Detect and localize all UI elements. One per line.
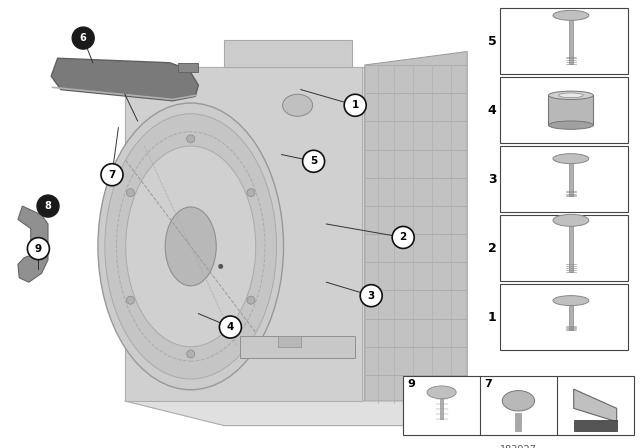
Text: 2: 2 <box>488 241 497 255</box>
Text: 5: 5 <box>488 34 497 48</box>
Circle shape <box>218 264 223 269</box>
Text: 7: 7 <box>484 379 492 389</box>
Text: 1: 1 <box>488 310 497 324</box>
Polygon shape <box>178 63 198 72</box>
Circle shape <box>247 189 255 197</box>
Text: 183927: 183927 <box>500 444 537 448</box>
Ellipse shape <box>548 121 593 129</box>
Bar <box>440 392 443 418</box>
Circle shape <box>127 296 134 304</box>
Circle shape <box>28 237 49 260</box>
Circle shape <box>220 316 241 338</box>
Circle shape <box>247 296 255 304</box>
Circle shape <box>392 226 414 249</box>
Circle shape <box>187 350 195 358</box>
Circle shape <box>187 135 195 143</box>
Ellipse shape <box>548 91 593 99</box>
Bar <box>500 146 628 212</box>
Polygon shape <box>125 401 467 426</box>
Text: 5: 5 <box>310 156 317 166</box>
Ellipse shape <box>553 296 589 306</box>
Text: 9: 9 <box>407 379 415 389</box>
Polygon shape <box>573 389 617 422</box>
Polygon shape <box>365 52 467 403</box>
Text: 4: 4 <box>227 322 234 332</box>
Ellipse shape <box>553 10 589 20</box>
Circle shape <box>344 94 366 116</box>
Ellipse shape <box>165 207 216 286</box>
Ellipse shape <box>559 93 583 98</box>
Bar <box>500 284 628 350</box>
Polygon shape <box>224 40 352 67</box>
Text: 8: 8 <box>45 201 51 211</box>
Polygon shape <box>18 206 48 282</box>
Bar <box>500 77 628 143</box>
Circle shape <box>37 195 59 217</box>
Bar <box>548 95 593 125</box>
Bar <box>403 376 634 435</box>
Circle shape <box>303 150 324 172</box>
Ellipse shape <box>502 391 534 411</box>
Text: 2: 2 <box>399 233 407 242</box>
Circle shape <box>360 284 382 307</box>
Bar <box>569 304 573 331</box>
Polygon shape <box>278 336 301 347</box>
Bar <box>569 162 573 196</box>
Circle shape <box>127 189 134 197</box>
Text: 6: 6 <box>80 33 86 43</box>
Ellipse shape <box>105 114 276 379</box>
Text: 4: 4 <box>488 103 497 117</box>
Bar <box>515 413 522 431</box>
Bar <box>500 8 628 74</box>
Polygon shape <box>51 58 198 101</box>
Polygon shape <box>240 336 355 358</box>
Circle shape <box>72 27 94 49</box>
Polygon shape <box>125 67 461 401</box>
Text: 1: 1 <box>351 100 359 110</box>
Ellipse shape <box>553 215 589 226</box>
Ellipse shape <box>553 154 589 164</box>
Text: 9: 9 <box>35 244 42 254</box>
Text: 3: 3 <box>488 172 497 186</box>
Bar <box>569 19 573 64</box>
Ellipse shape <box>283 94 312 116</box>
Ellipse shape <box>98 103 284 390</box>
Bar <box>500 215 628 281</box>
Ellipse shape <box>125 146 256 347</box>
Ellipse shape <box>427 386 456 399</box>
Bar <box>573 420 617 431</box>
Bar <box>569 224 573 272</box>
Circle shape <box>101 164 123 186</box>
Text: 7: 7 <box>108 170 116 180</box>
Polygon shape <box>125 67 362 401</box>
Text: 3: 3 <box>367 291 375 301</box>
